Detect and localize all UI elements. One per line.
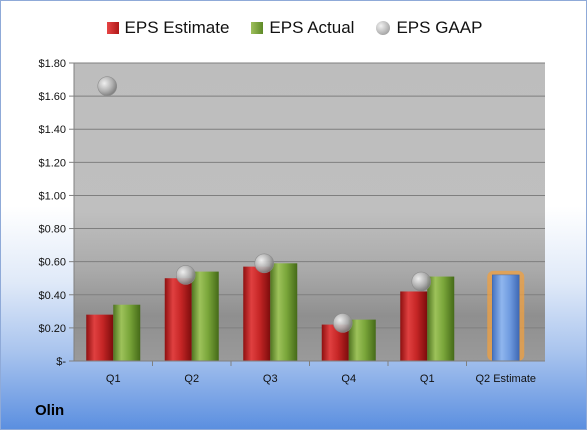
bar-estimate [243, 266, 271, 361]
x-tick-label: Q4 [341, 373, 356, 385]
legend: EPS Estimate EPS Actual EPS GAAP [1, 18, 587, 38]
y-tick-label: $1.60 [38, 91, 66, 103]
company-name: Olin [35, 402, 65, 419]
legend-swatch-actual [251, 22, 264, 34]
bar-estimate [164, 278, 192, 361]
x-tick-label: Q2 [184, 373, 199, 385]
gaap-point [175, 265, 196, 285]
bar-actual [270, 263, 298, 361]
gaap-point [332, 313, 353, 333]
plot-area [74, 63, 545, 361]
bar-actual [427, 276, 455, 361]
y-tick-label: $0.20 [38, 323, 66, 335]
legend-label-estimate: EPS Estimate [124, 18, 230, 37]
legend-item-actual: EPS Actual [251, 18, 354, 38]
bar-estimate [86, 314, 114, 361]
legend-item-estimate: EPS Estimate [106, 18, 230, 38]
y-tick-label: $- [56, 356, 66, 368]
y-tick-label: $0.60 [38, 257, 66, 269]
legend-swatch-gaap [376, 21, 391, 35]
legend-label-gaap: EPS GAAP [396, 18, 483, 37]
y-tick-label: $1.80 [38, 58, 66, 70]
legend-swatch-estimate [106, 22, 119, 34]
y-tick-label: $0.80 [38, 224, 66, 236]
bar-actual [113, 304, 141, 361]
y-tick-label: $1.40 [38, 124, 66, 136]
gaap-point [97, 76, 118, 96]
y-tick-label: $1.00 [38, 190, 66, 202]
gaap-point [411, 271, 432, 292]
bar-estimate [400, 291, 428, 361]
legend-label-actual: EPS Actual [269, 18, 355, 37]
gaap-point [254, 253, 275, 274]
x-tick-label: Q3 [263, 373, 278, 385]
x-tick-label: Q2 Estimate [475, 373, 536, 385]
bar-estimate-forecast [492, 274, 520, 362]
x-tick-label: Q1 [106, 373, 121, 385]
x-tick-label: Q1 [420, 373, 435, 385]
bar-actual [348, 319, 376, 361]
y-tick-label: $1.20 [38, 157, 66, 169]
legend-item-gaap: EPS GAAP [376, 18, 482, 38]
y-tick-label: $0.40 [38, 290, 66, 302]
bar-actual [191, 271, 219, 361]
